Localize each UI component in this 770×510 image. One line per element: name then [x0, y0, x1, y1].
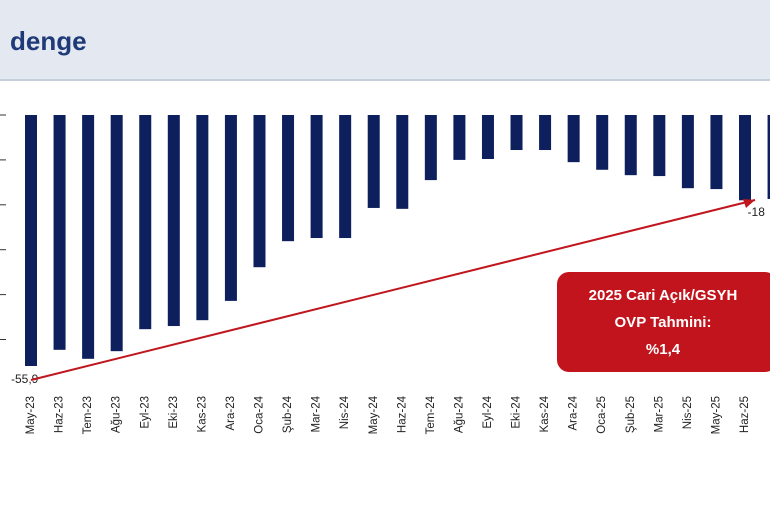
plot: May-23 -55,9 Haz-23 Tem-23 Ağu-23 Eyl-23 Eki-2… [0, 114, 770, 434]
bar [596, 115, 609, 170]
x-tick-label: Kas-23 [196, 396, 208, 432]
value-label: -18 [748, 205, 766, 219]
bar [167, 115, 180, 327]
bar [424, 115, 437, 181]
x-tick-label: Nis-24 [339, 395, 351, 429]
x-tick-label: Eyl-23 [139, 396, 151, 429]
bar [567, 115, 580, 163]
x-tick-label: May-23 [25, 396, 37, 434]
callout-text: OVP Tahmini: [615, 314, 712, 331]
x-tick-label: Oca-24 [254, 395, 266, 433]
chart-title: denge [10, 26, 87, 56]
x-tick-label: Tem-24 [425, 395, 437, 434]
x-tick-label: Ağu-24 [453, 395, 465, 433]
x-tick-label: Ara-24 [568, 395, 580, 430]
value-label: -55,9 [11, 372, 39, 386]
bar [510, 115, 523, 151]
x-tick-label: Eyl-24 [482, 395, 494, 428]
x-tick-label: Mar-24 [311, 395, 323, 432]
bar [396, 115, 409, 209]
callout-box [557, 272, 770, 372]
x-tick-label: Eki-24 [511, 395, 523, 428]
bar [710, 115, 723, 190]
callout-text: 2025 Cari Açık/GSYH [589, 287, 738, 304]
arrow-head [743, 199, 755, 208]
bar [82, 115, 95, 359]
bar [739, 115, 751, 201]
bar [539, 115, 552, 151]
x-tick-label: Şub-25 [625, 396, 637, 433]
x-tick-label: Eki-23 [168, 396, 180, 429]
bar [110, 115, 123, 352]
header-band [0, 0, 770, 80]
x-tick-label: Mar-25 [653, 396, 665, 432]
x-tick-label: Tem-23 [82, 396, 94, 434]
callout-text: %1,4 [646, 341, 681, 358]
x-tick-label: May-25 [710, 396, 722, 434]
bar [339, 115, 352, 239]
x-tick-label: Şub-24 [282, 395, 294, 433]
x-tick-label: Haz-23 [54, 396, 66, 433]
x-tick-label: Nis-25 [682, 396, 694, 429]
x-tick-label: May-24 [368, 395, 380, 434]
x-tick-label: Oca-25 [596, 396, 608, 434]
bar [53, 115, 66, 350]
bar [253, 115, 266, 268]
bar [367, 115, 380, 208]
bar [139, 115, 152, 330]
bar [481, 115, 494, 160]
x-tick-label: Haz-25 [739, 396, 751, 433]
bar [624, 115, 637, 176]
trend-arrow [30, 199, 756, 381]
bar [196, 115, 209, 321]
bar [767, 115, 770, 199]
x-tick-label: Ara-23 [225, 396, 237, 431]
bar [681, 115, 694, 189]
bar [653, 115, 666, 177]
x-tick-label: Haz-24 [396, 395, 408, 433]
bar [25, 115, 37, 366]
x-tick-label: Ağu-23 [111, 396, 123, 433]
bar [453, 115, 466, 160]
bar [310, 115, 323, 239]
bar [282, 115, 295, 242]
x-tick-label: Kas-24 [539, 395, 551, 432]
bar [224, 115, 237, 301]
